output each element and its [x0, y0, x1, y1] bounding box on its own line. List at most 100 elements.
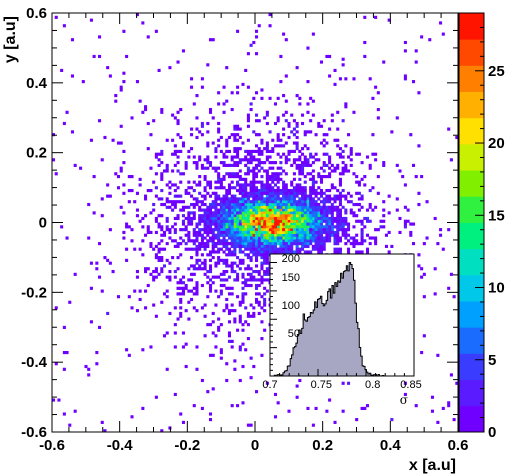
heatmap-cell [306, 205, 310, 209]
heatmap-cell [160, 149, 164, 154]
heatmap-cell [203, 194, 207, 198]
heatmap-cell [246, 278, 250, 282]
heatmap-cell [287, 219, 291, 223]
heatmap-cell [233, 149, 237, 154]
heatmap-cell [279, 233, 283, 237]
heatmap-cell [338, 155, 342, 159]
heatmap-cell [244, 163, 248, 167]
heatmap-cell [206, 390, 210, 394]
heatmap-cell [241, 233, 245, 237]
heatmap-cell [225, 214, 229, 218]
heatmap-cell [195, 183, 199, 187]
heatmap-cell [227, 191, 231, 195]
heatmap-cell [225, 219, 229, 223]
heatmap-cell [287, 202, 291, 207]
heatmap-cell [219, 205, 223, 209]
heatmap-cell [382, 219, 386, 223]
heatmap-cell [257, 311, 261, 316]
heatmap-cell [344, 208, 348, 212]
heatmap-cell [255, 202, 259, 207]
heatmap-cell [328, 233, 332, 237]
heatmap-cell [249, 169, 253, 173]
heatmap-cell [244, 320, 248, 324]
heatmap-cell [322, 138, 326, 142]
heatmap-cell [217, 214, 221, 218]
heatmap-cell [263, 328, 267, 332]
heatmap-cell [176, 161, 180, 165]
heatmap-cell [298, 222, 302, 226]
heatmap-cell [190, 216, 194, 221]
heatmap-cell [249, 250, 253, 254]
heatmap-cell [328, 158, 332, 162]
heatmap-cell [279, 155, 283, 159]
heatmap-cell [227, 253, 231, 257]
heatmap-cell [255, 113, 259, 117]
heatmap-cell [244, 180, 248, 184]
heatmap-cell [382, 200, 386, 204]
heatmap-cell [338, 180, 342, 184]
heatmap-cell [190, 289, 194, 293]
heatmap-cell [344, 144, 348, 148]
heatmap-cell [314, 225, 318, 229]
heatmap-cell [301, 186, 305, 190]
heatmap-cell [290, 236, 294, 240]
heatmap-cell [62, 412, 66, 416]
heatmap-cell [279, 161, 283, 165]
heatmap-cell [287, 188, 291, 193]
heatmap-cell [198, 216, 202, 221]
heatmap-cell [449, 158, 453, 162]
heatmap-cell [195, 253, 199, 257]
heatmap-cell [255, 219, 259, 223]
heatmap-cell [276, 401, 280, 405]
heatmap-cell [319, 233, 324, 237]
heatmap-cell [352, 225, 356, 229]
heatmap-cell [192, 214, 196, 218]
heatmap-cell [244, 228, 248, 232]
heatmap-cell [265, 258, 269, 262]
heatmap-cell [268, 230, 272, 235]
heatmap-cell [238, 303, 242, 307]
heatmap-cell [206, 180, 210, 184]
heatmap-cell [341, 57, 345, 61]
heatmap-cell [236, 219, 240, 223]
heatmap-cell [241, 177, 245, 181]
heatmap-cell [206, 158, 210, 162]
heatmap-cell [363, 15, 367, 19]
heatmap-cell [244, 242, 248, 246]
colorbar-segment [459, 117, 484, 145]
heatmap-cell [303, 186, 307, 190]
heatmap-cell [165, 275, 169, 279]
heatmap-cell [217, 295, 221, 299]
heatmap-cell [179, 135, 183, 140]
heatmap-cell [236, 180, 240, 184]
heatmap-cell [241, 244, 245, 248]
heatmap-cell [333, 138, 337, 142]
heatmap-cell [144, 306, 148, 310]
heatmap-cell [203, 230, 207, 235]
heatmap-cell [190, 133, 194, 137]
heatmap-cell [211, 320, 215, 324]
heatmap-cell [325, 175, 329, 179]
heatmap-cell [246, 161, 250, 165]
heatmap-cell [309, 211, 313, 215]
heatmap-cell [225, 230, 229, 235]
heatmap-cell [287, 211, 291, 215]
heatmap-cell [292, 225, 296, 229]
heatmap-cell [217, 211, 221, 215]
heatmap-cell [219, 222, 223, 226]
colorbar-segment [459, 222, 484, 250]
heatmap-cell [84, 364, 88, 369]
heatmap-cell [198, 222, 202, 226]
heatmap-cell [230, 303, 234, 307]
heatmap-cell [227, 135, 231, 140]
heatmap-cell [208, 194, 213, 198]
heatmap-cell [284, 208, 288, 212]
heatmap-cell [284, 183, 288, 187]
heatmap-cell [244, 68, 248, 73]
heatmap-cell [127, 200, 131, 204]
heatmap-cell [238, 197, 242, 201]
heatmap-cell [225, 202, 229, 207]
heatmap-cell [249, 376, 253, 380]
heatmap-cell [116, 186, 121, 190]
heatmap-cell [165, 289, 169, 293]
